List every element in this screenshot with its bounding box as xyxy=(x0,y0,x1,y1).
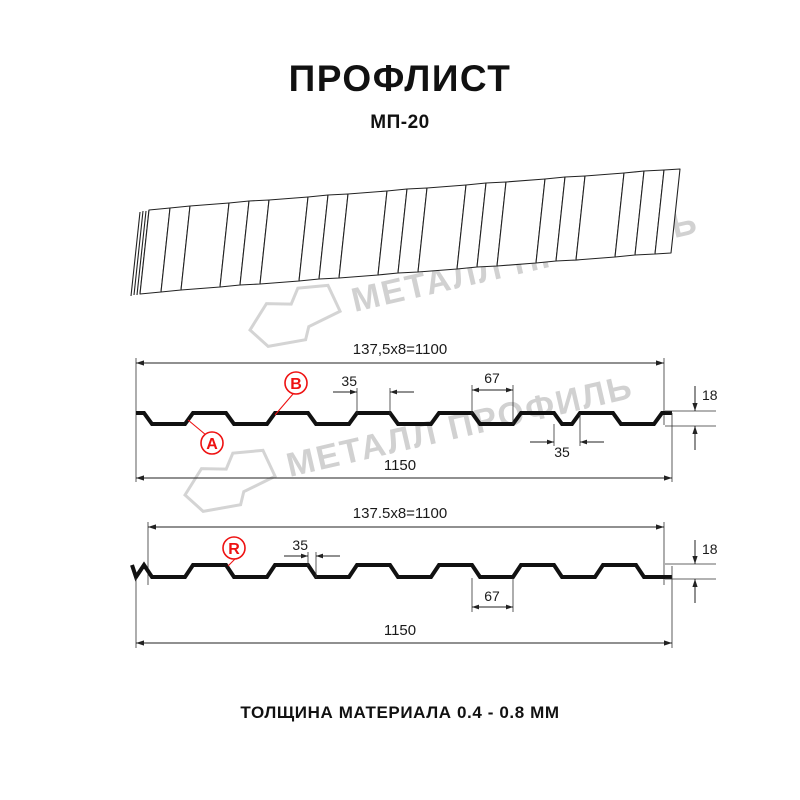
rib-group xyxy=(139,168,681,295)
dim-flange-upper-label: 35 xyxy=(341,373,357,389)
profile-outline xyxy=(136,411,672,426)
dim-flange-lower-label: 35 xyxy=(554,444,570,460)
dim-flange-upper: 35 xyxy=(333,373,414,414)
dim-height-label: 18 xyxy=(702,541,718,557)
watermark-text: МЕТАЛЛ ПРОФИЛЬ xyxy=(283,368,637,485)
isometric-profile-sheet xyxy=(130,168,681,297)
dim-trough-label: 67 xyxy=(484,588,500,604)
dim-overall-bottom-label: 1150 xyxy=(384,457,416,474)
marker-a: A xyxy=(187,419,224,455)
marker-r: R xyxy=(222,536,246,567)
dim-height: 18 xyxy=(665,540,718,603)
dim-flange-lower: 35 xyxy=(530,414,604,460)
dim-overall-bottom: 1150 xyxy=(135,566,673,648)
dim-height-label: 18 xyxy=(702,387,718,403)
material-thickness-note: ТОЛЩИНА МАТЕРИАЛА 0.4 - 0.8 ММ xyxy=(240,703,560,722)
dim-flange-upper: 35 xyxy=(284,537,340,578)
dim-trough: 67 xyxy=(471,370,514,424)
dim-flange-upper-label: 35 xyxy=(292,537,308,553)
profile-outline xyxy=(130,561,672,582)
cross-section-a-b: 137,5x8=1100 A B 35 xyxy=(135,341,718,482)
marker-a-label: A xyxy=(206,436,218,453)
dim-overall-top-label: 137.5x8=1100 xyxy=(353,505,447,522)
dim-trough-label: 67 xyxy=(484,370,500,386)
dim-overall-bottom: 1150 xyxy=(135,413,673,482)
marker-b: B xyxy=(274,371,308,416)
dim-overall-top: 137.5x8=1100 xyxy=(148,505,664,530)
dim-overall-top-label: 137,5x8=1100 xyxy=(353,341,447,358)
dim-trough: 67 xyxy=(471,578,514,612)
cross-section-r: 137.5x8=1100 R 35 67 xyxy=(130,505,718,648)
dim-overall-top: 137,5x8=1100 xyxy=(136,341,664,366)
watermark-lower: МЕТАЛЛ ПРОФИЛЬ xyxy=(183,368,637,513)
marker-r-label: R xyxy=(228,541,240,558)
watermark-logo-icon xyxy=(183,448,278,513)
marker-b-label: B xyxy=(290,376,302,393)
dim-height: 18 xyxy=(665,386,718,450)
watermark-logo-icon xyxy=(248,283,343,348)
dim-overall-bottom-label: 1150 xyxy=(384,622,416,639)
